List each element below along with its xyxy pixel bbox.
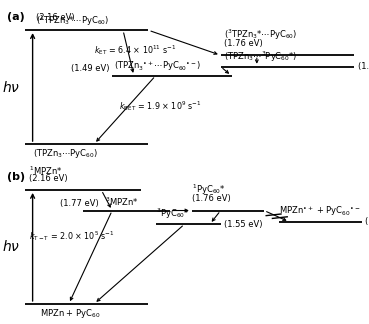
Text: ($^3$TPZn$_3$*$\cdots$PyC$_{60}$): ($^3$TPZn$_3$*$\cdots$PyC$_{60}$) bbox=[224, 28, 298, 42]
Text: $h\nu$: $h\nu$ bbox=[2, 239, 20, 254]
Text: (1.77 eV): (1.77 eV) bbox=[60, 199, 99, 208]
Text: (TPZn$_3$$\cdots$PyC$_{60}$): (TPZn$_3$$\cdots$PyC$_{60}$) bbox=[32, 147, 98, 160]
Text: (1.76 eV): (1.76 eV) bbox=[192, 194, 231, 203]
Text: $^3$PyC$_{60}$*: $^3$PyC$_{60}$* bbox=[156, 207, 189, 221]
Text: (a): (a) bbox=[7, 12, 25, 22]
Text: (TPZn$_3$$^{\bullet+}$$\cdots$PyC$_{60}$$^{\bullet-}$): (TPZn$_3$$^{\bullet+}$$\cdots$PyC$_{60}$… bbox=[114, 59, 201, 73]
Text: (1.55 eV): (1.55 eV) bbox=[224, 220, 263, 229]
Text: ($^1$TPZn$_3$*$\cdots$PyC$_{60}$): ($^1$TPZn$_3$*$\cdots$PyC$_{60}$) bbox=[36, 14, 110, 28]
Text: (1.76 eV): (1.76 eV) bbox=[224, 39, 263, 48]
Text: $k_{\rm T-T}$ = 2.0 × 10$^5$ s$^{-1}$: $k_{\rm T-T}$ = 2.0 × 10$^5$ s$^{-1}$ bbox=[29, 229, 114, 242]
Text: $k_{\rm BET}$ = 1.9 × 10$^9$ s$^{-1}$: $k_{\rm BET}$ = 1.9 × 10$^9$ s$^{-1}$ bbox=[120, 99, 202, 113]
Text: (TPZn$_3$$\cdots$$^3$PyC$_{60}$*): (TPZn$_3$$\cdots$$^3$PyC$_{60}$*) bbox=[224, 49, 298, 64]
Text: (1.49 eV): (1.49 eV) bbox=[70, 64, 109, 73]
Text: $^3$MPZn*: $^3$MPZn* bbox=[105, 195, 138, 208]
Text: MPZn$^{\bullet+}$ + PyC$_{60}$$^{\bullet-}$: MPZn$^{\bullet+}$ + PyC$_{60}$$^{\bullet… bbox=[279, 205, 360, 218]
Text: (2.16 eV): (2.16 eV) bbox=[36, 13, 75, 22]
Text: (b): (b) bbox=[7, 172, 25, 182]
Text: (1.59 eV): (1.59 eV) bbox=[365, 217, 369, 226]
Text: $^1$MPZn*: $^1$MPZn* bbox=[29, 165, 62, 177]
Text: (2.16 eV): (2.16 eV) bbox=[29, 174, 68, 183]
Text: $h\nu$: $h\nu$ bbox=[2, 80, 20, 95]
Text: $k_{\rm ET}$ = 6.4 × 10$^{11}$ s$^{-1}$: $k_{\rm ET}$ = 6.4 × 10$^{11}$ s$^{-1}$ bbox=[94, 43, 176, 56]
Text: (1.56 eV): (1.56 eV) bbox=[358, 62, 369, 71]
Text: $^1$PyC$_{60}$*: $^1$PyC$_{60}$* bbox=[192, 183, 225, 197]
Text: MPZn + PyC$_{60}$: MPZn + PyC$_{60}$ bbox=[40, 307, 100, 320]
